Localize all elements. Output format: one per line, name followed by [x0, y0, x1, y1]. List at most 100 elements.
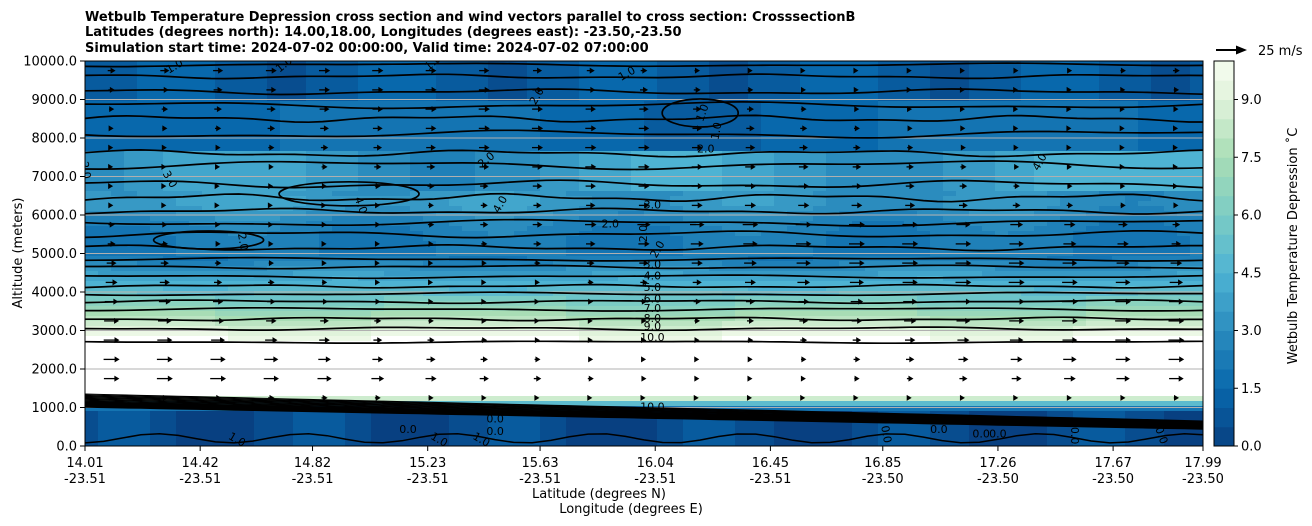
y-tick-label: 0.0 [56, 440, 77, 455]
contour-label: 7.0 [644, 302, 662, 315]
wind-vector-head [1013, 125, 1019, 132]
x-tick-label-lat: 16.85 [864, 456, 901, 471]
wind-vector-head [641, 356, 647, 363]
wind-vector-head [109, 221, 115, 228]
contour-label: 0.0 [486, 425, 504, 438]
wind-vector-head [430, 356, 436, 363]
wind-vector-head [858, 298, 864, 305]
wind-vector-head [1067, 67, 1073, 74]
wind-vector-head [856, 163, 862, 170]
wind-vector-head [859, 240, 865, 247]
colorbar-segment [1214, 118, 1234, 139]
wind-vector-head [640, 394, 646, 401]
wind-vector-head [966, 240, 972, 247]
wind-vector-head [1017, 356, 1023, 363]
wind-vector-head [324, 86, 330, 93]
wind-vector-head [269, 279, 275, 286]
y-axis-label: Altitude (meters) [11, 198, 26, 309]
wind-vector-head [960, 144, 966, 151]
contour-label: 4.0 [644, 270, 662, 283]
wind-vector-head [806, 240, 812, 247]
contour-label: 6.0 [644, 292, 662, 305]
wind-vector-head [216, 394, 222, 401]
wind-vector-head [537, 183, 543, 190]
wind-vector-head [323, 144, 329, 151]
wind-vector-head [325, 67, 331, 74]
wind-vector-head [907, 106, 913, 113]
contour-label: 0.0 [930, 423, 948, 436]
wind-vector-head [748, 317, 754, 324]
wind-vector-head [1013, 106, 1019, 113]
wind-vector-head [214, 202, 220, 209]
wind-vector-head [694, 356, 700, 363]
contour-line [85, 291, 1203, 297]
wind-vector-head [857, 317, 863, 324]
wind-vector-head [268, 183, 274, 190]
wind-vector-head [802, 125, 808, 132]
colorbar-tick-label: 0.0 [1241, 440, 1262, 455]
wind-vector-head [696, 125, 702, 132]
wind-vector-head [216, 260, 222, 267]
wind-vector-head [856, 183, 862, 190]
wind-vector-head [163, 260, 169, 267]
contour-line [85, 129, 1203, 139]
x-tick-label-lon: -23.50 [977, 472, 1019, 487]
wind-vector-head [644, 163, 650, 170]
wind-vector-head [376, 317, 382, 324]
wind-vector-head [323, 125, 329, 132]
colorbar-segment [1214, 407, 1234, 428]
x-tick-label-lon: -23.51 [407, 472, 449, 487]
wind-vector-head [858, 279, 864, 286]
wind-vector-head [751, 260, 757, 267]
wind-vector-head [1019, 298, 1025, 305]
wind-vector-head [589, 67, 595, 74]
wind-vector-head [484, 106, 490, 113]
colorbar-tick-label: 7.5 [1241, 151, 1262, 166]
wind-vector-head [963, 356, 969, 363]
wind-vector-head [643, 106, 649, 113]
contour-line [85, 243, 1203, 252]
colorbar-tick-label: 6.0 [1241, 209, 1262, 224]
contour-label: 0.0 [972, 427, 990, 440]
wind-vector-head [1072, 260, 1078, 267]
wind-vector-head [587, 394, 593, 401]
colorbar-segment [1214, 234, 1234, 254]
wind-vector-head [696, 106, 702, 113]
wind-vector-head [1068, 202, 1074, 209]
wind-vector-head [218, 67, 224, 74]
wind-vector-head [962, 202, 968, 209]
x-tick-label-lat: 17.67 [1095, 456, 1132, 471]
wind-vector-head [804, 298, 810, 305]
wind-vector-head [535, 260, 541, 267]
wind-vector-head [429, 337, 435, 344]
wind-vector-head [1014, 163, 1020, 170]
wind-vector-head [749, 125, 755, 132]
x-axis: 14.01-23.5114.42-23.5114.82-23.5115.23-2… [64, 446, 1224, 487]
wind-vector-head [268, 163, 274, 170]
wind-vector-head [1071, 240, 1077, 247]
wind-vector-head [162, 394, 168, 401]
wind-vector-head [587, 337, 593, 344]
surface-contour-line [85, 399, 1203, 425]
wind-vector-head [1173, 183, 1179, 190]
wind-vector-head [110, 240, 116, 247]
wind-vector-head [481, 317, 487, 324]
quiver-key-label: 25 m/s [1258, 44, 1303, 59]
x-tick-label-lon: -23.51 [292, 472, 334, 487]
x-tick-label-lat: 14.42 [182, 456, 219, 471]
y-tick-label: 6000.0 [32, 209, 78, 224]
colorbar-segment [1214, 292, 1234, 312]
wind-vector-head [323, 317, 329, 324]
wind-vector-head [644, 183, 650, 190]
wind-vector-head [802, 337, 808, 344]
wind-vector-head [747, 375, 753, 382]
x-tick-label-lat: 17.99 [1184, 456, 1221, 471]
contour-line [85, 179, 1203, 189]
wind-vector-head [268, 240, 274, 247]
wind-vector-head [910, 202, 916, 209]
x-tick-label-lat: 14.01 [66, 456, 103, 471]
contour-label: 0.0 [1068, 427, 1081, 445]
wind-vector-head [907, 125, 913, 132]
wind-vector-head [1175, 221, 1181, 228]
chart-title-line-3: Simulation start time: 2024-07-02 00:00:… [85, 41, 649, 56]
